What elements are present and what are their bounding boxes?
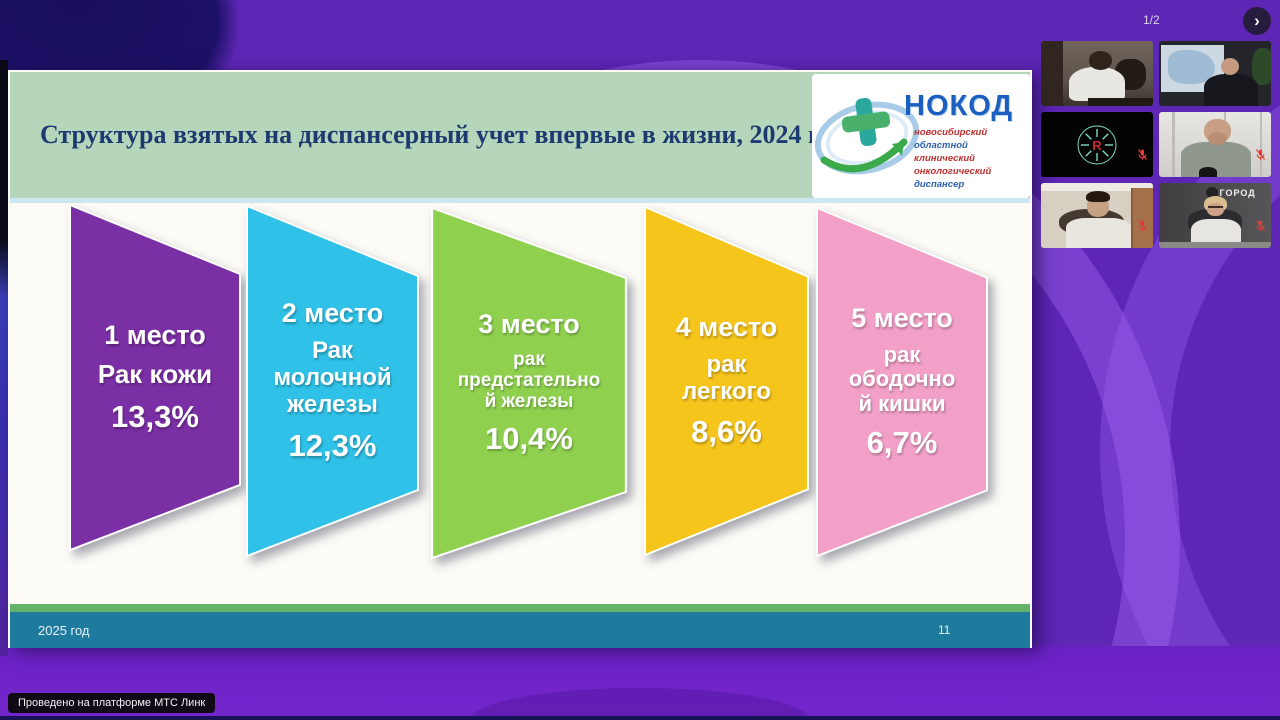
footer-page-number: 11 bbox=[938, 623, 951, 637]
rank-disease: рак предстательно й железы bbox=[457, 348, 601, 413]
rank-place: 4 место bbox=[675, 311, 778, 342]
participant-hair bbox=[1085, 190, 1111, 203]
rank-percent: 10,4% bbox=[485, 421, 573, 457]
ceiling bbox=[1041, 183, 1153, 191]
background-bottom-wave bbox=[470, 688, 810, 720]
rank-card-3: 3 место рак предстательно й железы 10,4% bbox=[430, 206, 628, 560]
video-tile-participant-2[interactable] bbox=[1159, 41, 1271, 106]
slide-header-divider bbox=[10, 198, 1030, 203]
video-tile-participant-5[interactable] bbox=[1041, 183, 1153, 248]
slide-title: Структура взятых на диспансерный учет вп… bbox=[40, 120, 824, 149]
slide-footer-stripe bbox=[10, 604, 1030, 612]
pennant-shape bbox=[69, 203, 241, 552]
office-cabinet bbox=[1041, 41, 1064, 106]
mic-muted-icon bbox=[1137, 149, 1148, 160]
background-left-strip bbox=[0, 60, 8, 656]
rank-disease: Рак кожи bbox=[97, 359, 213, 390]
participant-head bbox=[1089, 51, 1112, 70]
chevron-right-icon: › bbox=[1254, 10, 1260, 30]
rank-place: 1 место bbox=[104, 320, 206, 351]
rank-card-4: 4 место рак легкого 8,6% bbox=[644, 205, 809, 557]
participant-video-grid: R bbox=[1041, 41, 1271, 248]
rank-disease: рак легкого bbox=[682, 350, 771, 405]
gorod-backdrop-text: ГОРОД bbox=[1219, 187, 1256, 198]
platform-badge: Проведено на платформе МТС Линк bbox=[8, 693, 216, 713]
gorod-logo-dot bbox=[1206, 186, 1219, 198]
rank-percent: 13,3% bbox=[111, 398, 199, 434]
participant-head bbox=[1207, 202, 1224, 216]
logo-subline: новосибирский bbox=[914, 127, 988, 138]
door-frame bbox=[1172, 112, 1175, 177]
nokod-logo: НОКОД новосибирский областной клинически… bbox=[812, 74, 1030, 198]
rank-percent: 6,7% bbox=[866, 425, 938, 461]
rank-card-1: 1 место Рак кожи 13,3% bbox=[69, 203, 241, 552]
emblem-letter: R bbox=[1092, 138, 1102, 153]
rank-place: 3 место bbox=[478, 308, 580, 339]
rank-place: 2 место bbox=[281, 298, 384, 329]
rank-place: 5 место bbox=[851, 302, 953, 333]
pennant-shape bbox=[430, 206, 628, 560]
video-tile-participant-1[interactable] bbox=[1041, 41, 1153, 106]
logo-subline: клинический bbox=[914, 153, 975, 165]
desk-microphone bbox=[1199, 167, 1218, 177]
next-slide-button[interactable]: › bbox=[1243, 7, 1271, 35]
logo-subline: онкологический bbox=[914, 166, 992, 178]
office-desk bbox=[1088, 97, 1153, 106]
mic-muted-icon bbox=[1137, 220, 1148, 231]
rank-card-5: 5 место рак ободочно й кишки 6,7% bbox=[816, 206, 988, 558]
participant-body bbox=[1065, 218, 1131, 248]
mic-muted-icon bbox=[1255, 220, 1266, 231]
participant-body bbox=[1203, 73, 1258, 106]
wooden-door bbox=[1130, 188, 1153, 248]
footer-year: 2025 год bbox=[38, 622, 90, 638]
office-desk bbox=[1159, 242, 1271, 248]
rank-percent: 8,6% bbox=[691, 414, 762, 450]
office-plant bbox=[1251, 47, 1271, 86]
video-tile-participant-4[interactable] bbox=[1159, 112, 1271, 177]
rank-disease: рак ободочно й кишки bbox=[848, 341, 956, 416]
rank-percent: 12,3% bbox=[288, 427, 377, 463]
nokod-logo-sublines: новосибирский областной клинический онко… bbox=[914, 126, 991, 192]
video-tile-participant-6[interactable]: ГОРОД bbox=[1159, 183, 1271, 248]
video-tile-participant-3[interactable]: R bbox=[1041, 112, 1153, 177]
logo-subline: диспансер bbox=[914, 179, 965, 191]
participant-glasses bbox=[1208, 206, 1223, 209]
presentation-slide: Структура взятых на диспансерный учет вп… bbox=[8, 70, 1032, 648]
r-emblem-icon: R bbox=[1077, 125, 1117, 164]
logo-subline: областной bbox=[914, 140, 968, 152]
background-bottom-strip bbox=[0, 716, 1280, 720]
nokod-logo-name: НОКОД bbox=[904, 90, 1014, 122]
map-shape bbox=[1167, 50, 1215, 84]
pennant-shape bbox=[644, 205, 809, 557]
pennant-shape bbox=[816, 206, 988, 558]
door-frame bbox=[1259, 112, 1263, 177]
nokod-logo-icon bbox=[814, 97, 920, 175]
slide-page-indicator: 1/2 bbox=[1143, 13, 1160, 27]
rank-disease: Рак молочной железы bbox=[273, 337, 392, 418]
pennant-shape bbox=[245, 204, 420, 558]
rank-card-2: 2 место Рак молочной железы 12,3% bbox=[245, 204, 420, 558]
participant-hand bbox=[1208, 131, 1228, 145]
participant-body bbox=[1069, 67, 1125, 101]
mic-muted-icon bbox=[1255, 149, 1266, 160]
slide-footer: 2025 год 11 bbox=[10, 612, 1030, 648]
participant-head bbox=[1220, 57, 1239, 75]
